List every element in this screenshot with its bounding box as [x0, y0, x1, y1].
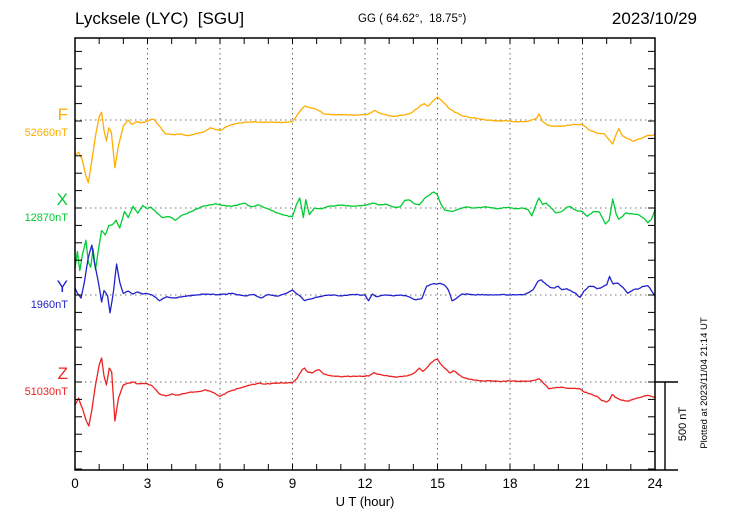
channel-letter-y: Y [56, 277, 68, 296]
curve-F [74, 96, 656, 184]
scale-bar-label: 500 nT [677, 406, 689, 442]
plotted-at-note: Plotted at 2023/11/04 21:14 UT [699, 317, 710, 449]
plot-date: 2023/10/29 [611, 9, 697, 28]
channel-label-y: Y 1960nT [0, 278, 68, 311]
x-tick-label: 0 [71, 476, 79, 491]
channel-letter-z: Z [57, 364, 68, 383]
x-tick-label: 18 [502, 476, 518, 491]
x-tick-label: 21 [574, 476, 591, 491]
x-tick-label: 9 [288, 476, 297, 491]
station-title: Lycksele (LYC) [SGU] [75, 9, 245, 28]
curve-X [74, 191, 656, 272]
channel-letter-x: X [56, 190, 68, 209]
channel-label-x: X 12870nT [0, 191, 68, 224]
x-tick-label: 12 [357, 476, 373, 491]
channel-baseline-x: 12870nT [24, 212, 68, 224]
x-tick-label: 6 [216, 476, 224, 491]
channel-label-f: F 52660nT [0, 106, 68, 139]
channel-letter-f: F [57, 105, 68, 124]
curve-Y [74, 244, 656, 314]
x-tick-label: 15 [429, 476, 446, 491]
x-tick-label: 3 [143, 476, 152, 491]
x-tick-label: 24 [647, 476, 663, 491]
geographic-coords: GG ( 64.62°, 18.75°) [358, 13, 467, 25]
channel-label-z: Z 51030nT [0, 365, 68, 398]
channel-baseline-f: 52660nT [24, 127, 68, 139]
curve-Z [74, 357, 656, 427]
x-axis-title: U T (hour) [335, 494, 395, 509]
channel-baseline-z: 51030nT [24, 386, 68, 398]
channel-baseline-y: 1960nT [30, 299, 68, 311]
